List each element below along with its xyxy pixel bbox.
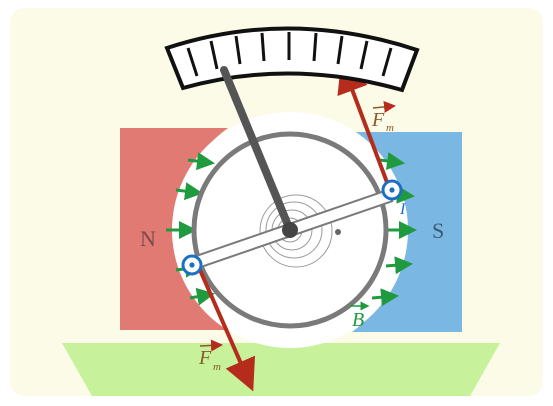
base-platform — [62, 343, 500, 396]
force-arrow-top — [337, 60, 390, 186]
north-pole-label: N — [140, 226, 156, 251]
dot-in-circle-icon — [189, 262, 195, 268]
force-arrow-bottom — [198, 269, 256, 392]
current-label: I — [399, 201, 406, 218]
conductor-bottom — [181, 254, 203, 276]
pivot-pin — [335, 229, 341, 235]
pointer-hub — [282, 222, 298, 238]
scale-ticks — [186, 32, 393, 77]
force-label-bottom-letter: F — [198, 347, 212, 369]
force-label-bottom: F m — [198, 339, 223, 373]
force-label-top-subscript: m — [386, 122, 394, 134]
field-label: B — [350, 301, 370, 331]
field-label-letter: B — [352, 309, 364, 331]
force-label-top-letter: F — [371, 109, 385, 131]
magnetic-field-lines — [166, 152, 417, 307]
pointer-needle — [220, 66, 294, 234]
dot-in-circle-icon — [389, 187, 395, 193]
south-pole-label: S — [432, 218, 444, 243]
conductor-top — [381, 179, 403, 201]
force-label-bottom-subscript: m — [213, 361, 221, 373]
force-label-top: F m — [371, 100, 396, 134]
